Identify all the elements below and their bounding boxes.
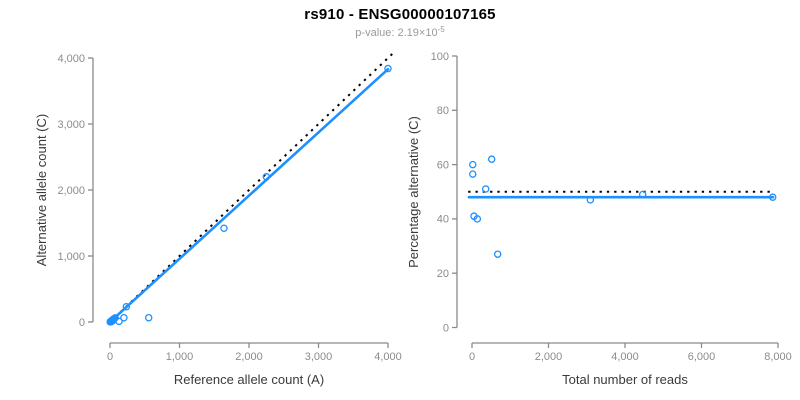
x-tick-label: 4,000 bbox=[374, 351, 402, 363]
data-point bbox=[638, 190, 647, 199]
data-point bbox=[122, 302, 131, 311]
y-tick-label: 2,000 bbox=[57, 185, 85, 197]
y-tick-label: 80 bbox=[437, 105, 449, 117]
y-tick-label: 60 bbox=[437, 159, 449, 171]
x-tick-label: 8,000 bbox=[764, 351, 792, 363]
y-tick-label: 1,000 bbox=[57, 251, 85, 263]
y-tick-label: 100 bbox=[431, 51, 449, 63]
data-point bbox=[586, 196, 595, 204]
x-tick-label: 2,000 bbox=[235, 351, 263, 363]
y-tick-label: 0 bbox=[79, 317, 85, 329]
data-point bbox=[481, 185, 490, 193]
x-tick-label: 4,000 bbox=[611, 351, 639, 363]
data-point bbox=[487, 155, 496, 163]
p-value-text: p-value: 2.19×10 bbox=[355, 27, 438, 39]
data-point bbox=[220, 224, 228, 233]
data-point bbox=[493, 250, 502, 258]
y-tick-label: 40 bbox=[437, 214, 449, 226]
y-tick-label: 20 bbox=[437, 268, 449, 280]
plot-allele-counts: 0 1,000 2,000 3,000 4,000 0 1,000 2,000 3,000 4,0… bbox=[34, 50, 402, 387]
data-point bbox=[115, 317, 123, 326]
y-tick-label: 0 bbox=[443, 322, 449, 334]
x-tick-label: 0 bbox=[107, 351, 113, 363]
y-axis-title: Percentage alternative (C) bbox=[406, 116, 421, 268]
x-tick-label: 1,000 bbox=[166, 351, 194, 363]
chart-header: rs910 - ENSG00000107165 p-value: 2.19×10… bbox=[0, 0, 800, 39]
y-tick-label: 4,000 bbox=[57, 53, 85, 65]
x-tick-label: 3,000 bbox=[305, 351, 333, 363]
x-tick-label: 6,000 bbox=[688, 351, 716, 363]
p-value-exponent: -5 bbox=[437, 25, 445, 34]
data-point bbox=[144, 313, 153, 322]
data-point bbox=[473, 215, 482, 223]
data-point bbox=[120, 313, 128, 322]
fit-line bbox=[108, 67, 390, 324]
x-axis-title: Reference allele count (A) bbox=[174, 372, 324, 387]
x-axis-title: Total number of reads bbox=[562, 372, 688, 387]
x-tick-label: 2,000 bbox=[535, 351, 563, 363]
x-tick-label: 0 bbox=[469, 351, 475, 363]
y-tick-label: 3,000 bbox=[57, 119, 85, 131]
data-point bbox=[469, 160, 477, 169]
data-point bbox=[768, 193, 777, 201]
plot-title: rs910 - ENSG00000107165 bbox=[304, 6, 496, 23]
data-point bbox=[469, 170, 477, 178]
data-point bbox=[262, 173, 271, 181]
y-axis-title: Alternative allele count (C) bbox=[34, 114, 49, 266]
plot-percentage-by-depth: 0 2,000 4,000 6,000 8,000 0 20 40 60 80 100 Total n… bbox=[406, 51, 792, 387]
p-value-subtitle: p-value: 2.19×10-5 bbox=[0, 25, 800, 39]
data-point bbox=[384, 64, 392, 73]
